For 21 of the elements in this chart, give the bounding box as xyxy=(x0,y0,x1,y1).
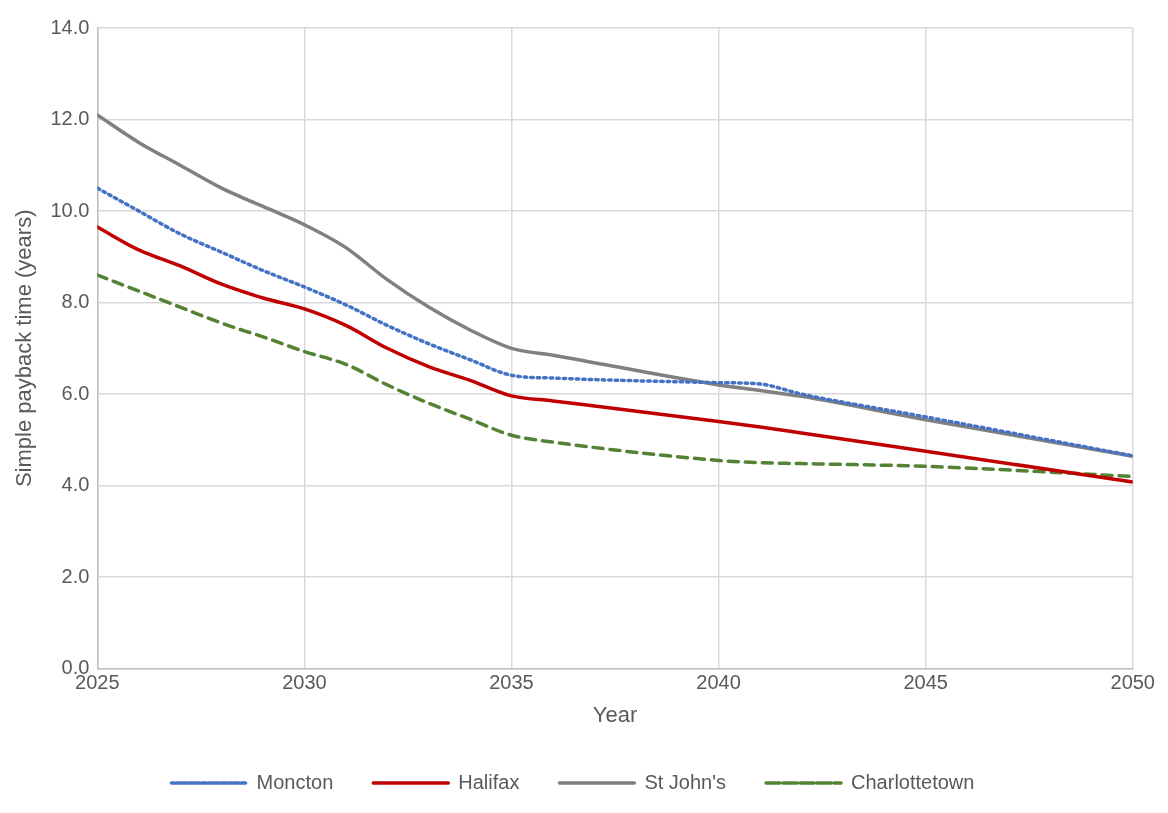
line-series xyxy=(97,225,1133,484)
y-tick-label: 14.0 xyxy=(50,15,90,38)
y-tick-label: 10.0 xyxy=(50,198,90,221)
x-tick-label: 2050 xyxy=(1110,671,1155,694)
legend-label: St John's xyxy=(644,770,727,793)
line-series xyxy=(97,273,1133,479)
legend-label: Charlottetown xyxy=(851,770,975,793)
y-axis-title: Simple payback time (years) xyxy=(11,209,37,488)
x-tick-label: 2040 xyxy=(696,671,741,694)
y-tick-label: 8.0 xyxy=(61,290,90,313)
y-tick-label: 6.0 xyxy=(61,381,90,404)
y-tick-label: 12.0 xyxy=(50,107,90,130)
x-tick-label: 2035 xyxy=(489,671,534,694)
line-series xyxy=(97,186,1133,458)
x-tick-label: 2030 xyxy=(282,671,327,694)
y-tick-label: 2.0 xyxy=(61,564,90,587)
x-tick-label: 2045 xyxy=(903,671,948,694)
y-tick-label: 4.0 xyxy=(61,473,90,496)
legend-label: Moncton xyxy=(256,770,334,793)
x-axis-title: Year xyxy=(592,701,638,727)
legend-label: Halifax xyxy=(458,770,520,793)
